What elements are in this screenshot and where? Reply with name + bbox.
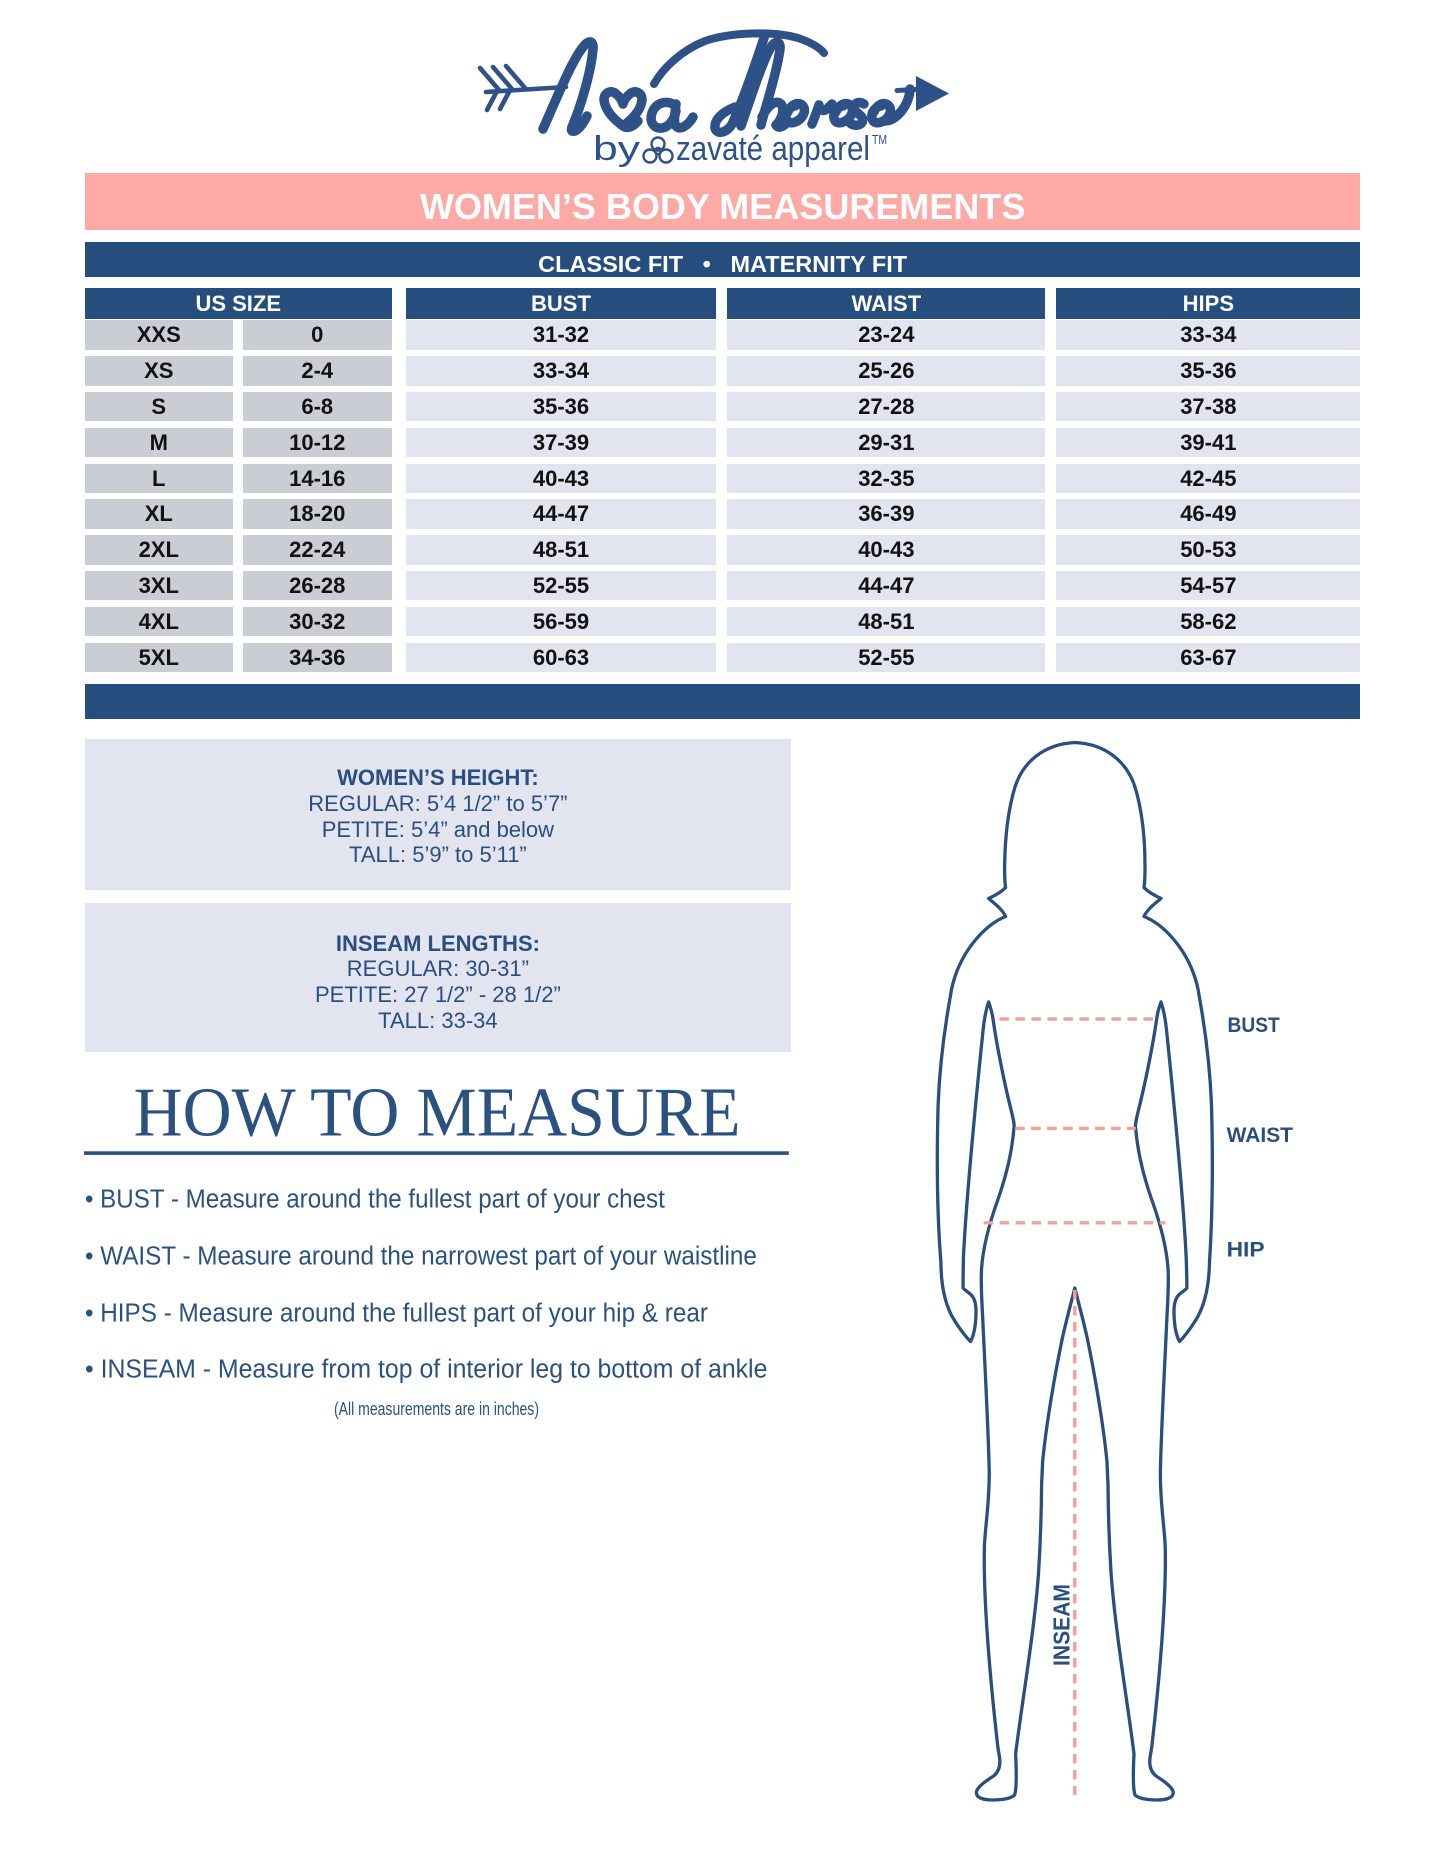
svg-text:HIP: HIP <box>1227 1238 1265 1262</box>
svg-text:BUST: BUST <box>1228 1013 1280 1037</box>
svg-text:• WAIST - Measure around the n: • WAIST - Measure around the narrowest p… <box>85 1243 757 1271</box>
svg-text:• HIPS - Measure around the fu: • HIPS - Measure around the fullest part… <box>85 1300 708 1328</box>
svg-text:zavaté apparel: zavaté apparel <box>676 130 870 168</box>
svg-text:HOW TO MEASURE: HOW TO MEASURE <box>134 1075 741 1152</box>
svg-text:WAIST: WAIST <box>1227 1123 1293 1147</box>
svg-text:by: by <box>593 130 640 168</box>
svg-text:TM: TM <box>872 132 887 147</box>
svg-text:INSEAM: INSEAM <box>1049 1584 1075 1666</box>
svg-text:• BUST - Measure around the fu: • BUST - Measure around the fullest part… <box>85 1185 665 1213</box>
svg-text:• INSEAM - Measure from top of: • INSEAM - Measure from top of interior … <box>85 1355 767 1383</box>
svg-text:(All measurements are in inche: (All measurements are in inches) <box>334 1399 539 1419</box>
